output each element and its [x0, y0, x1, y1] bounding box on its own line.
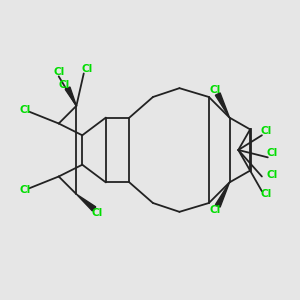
Text: Cl: Cl [92, 208, 103, 218]
Polygon shape [215, 182, 230, 207]
Text: Cl: Cl [261, 189, 272, 199]
Text: Cl: Cl [267, 148, 278, 158]
Text: Cl: Cl [59, 80, 70, 90]
Polygon shape [76, 194, 96, 211]
Text: Cl: Cl [19, 105, 31, 115]
Polygon shape [65, 87, 76, 106]
Text: Cl: Cl [19, 185, 31, 195]
Text: Cl: Cl [209, 85, 220, 94]
Polygon shape [215, 93, 230, 118]
Text: Cl: Cl [261, 126, 272, 136]
Text: Cl: Cl [53, 67, 64, 77]
Text: Cl: Cl [209, 206, 220, 215]
Text: Cl: Cl [267, 170, 278, 180]
Text: Cl: Cl [81, 64, 92, 74]
